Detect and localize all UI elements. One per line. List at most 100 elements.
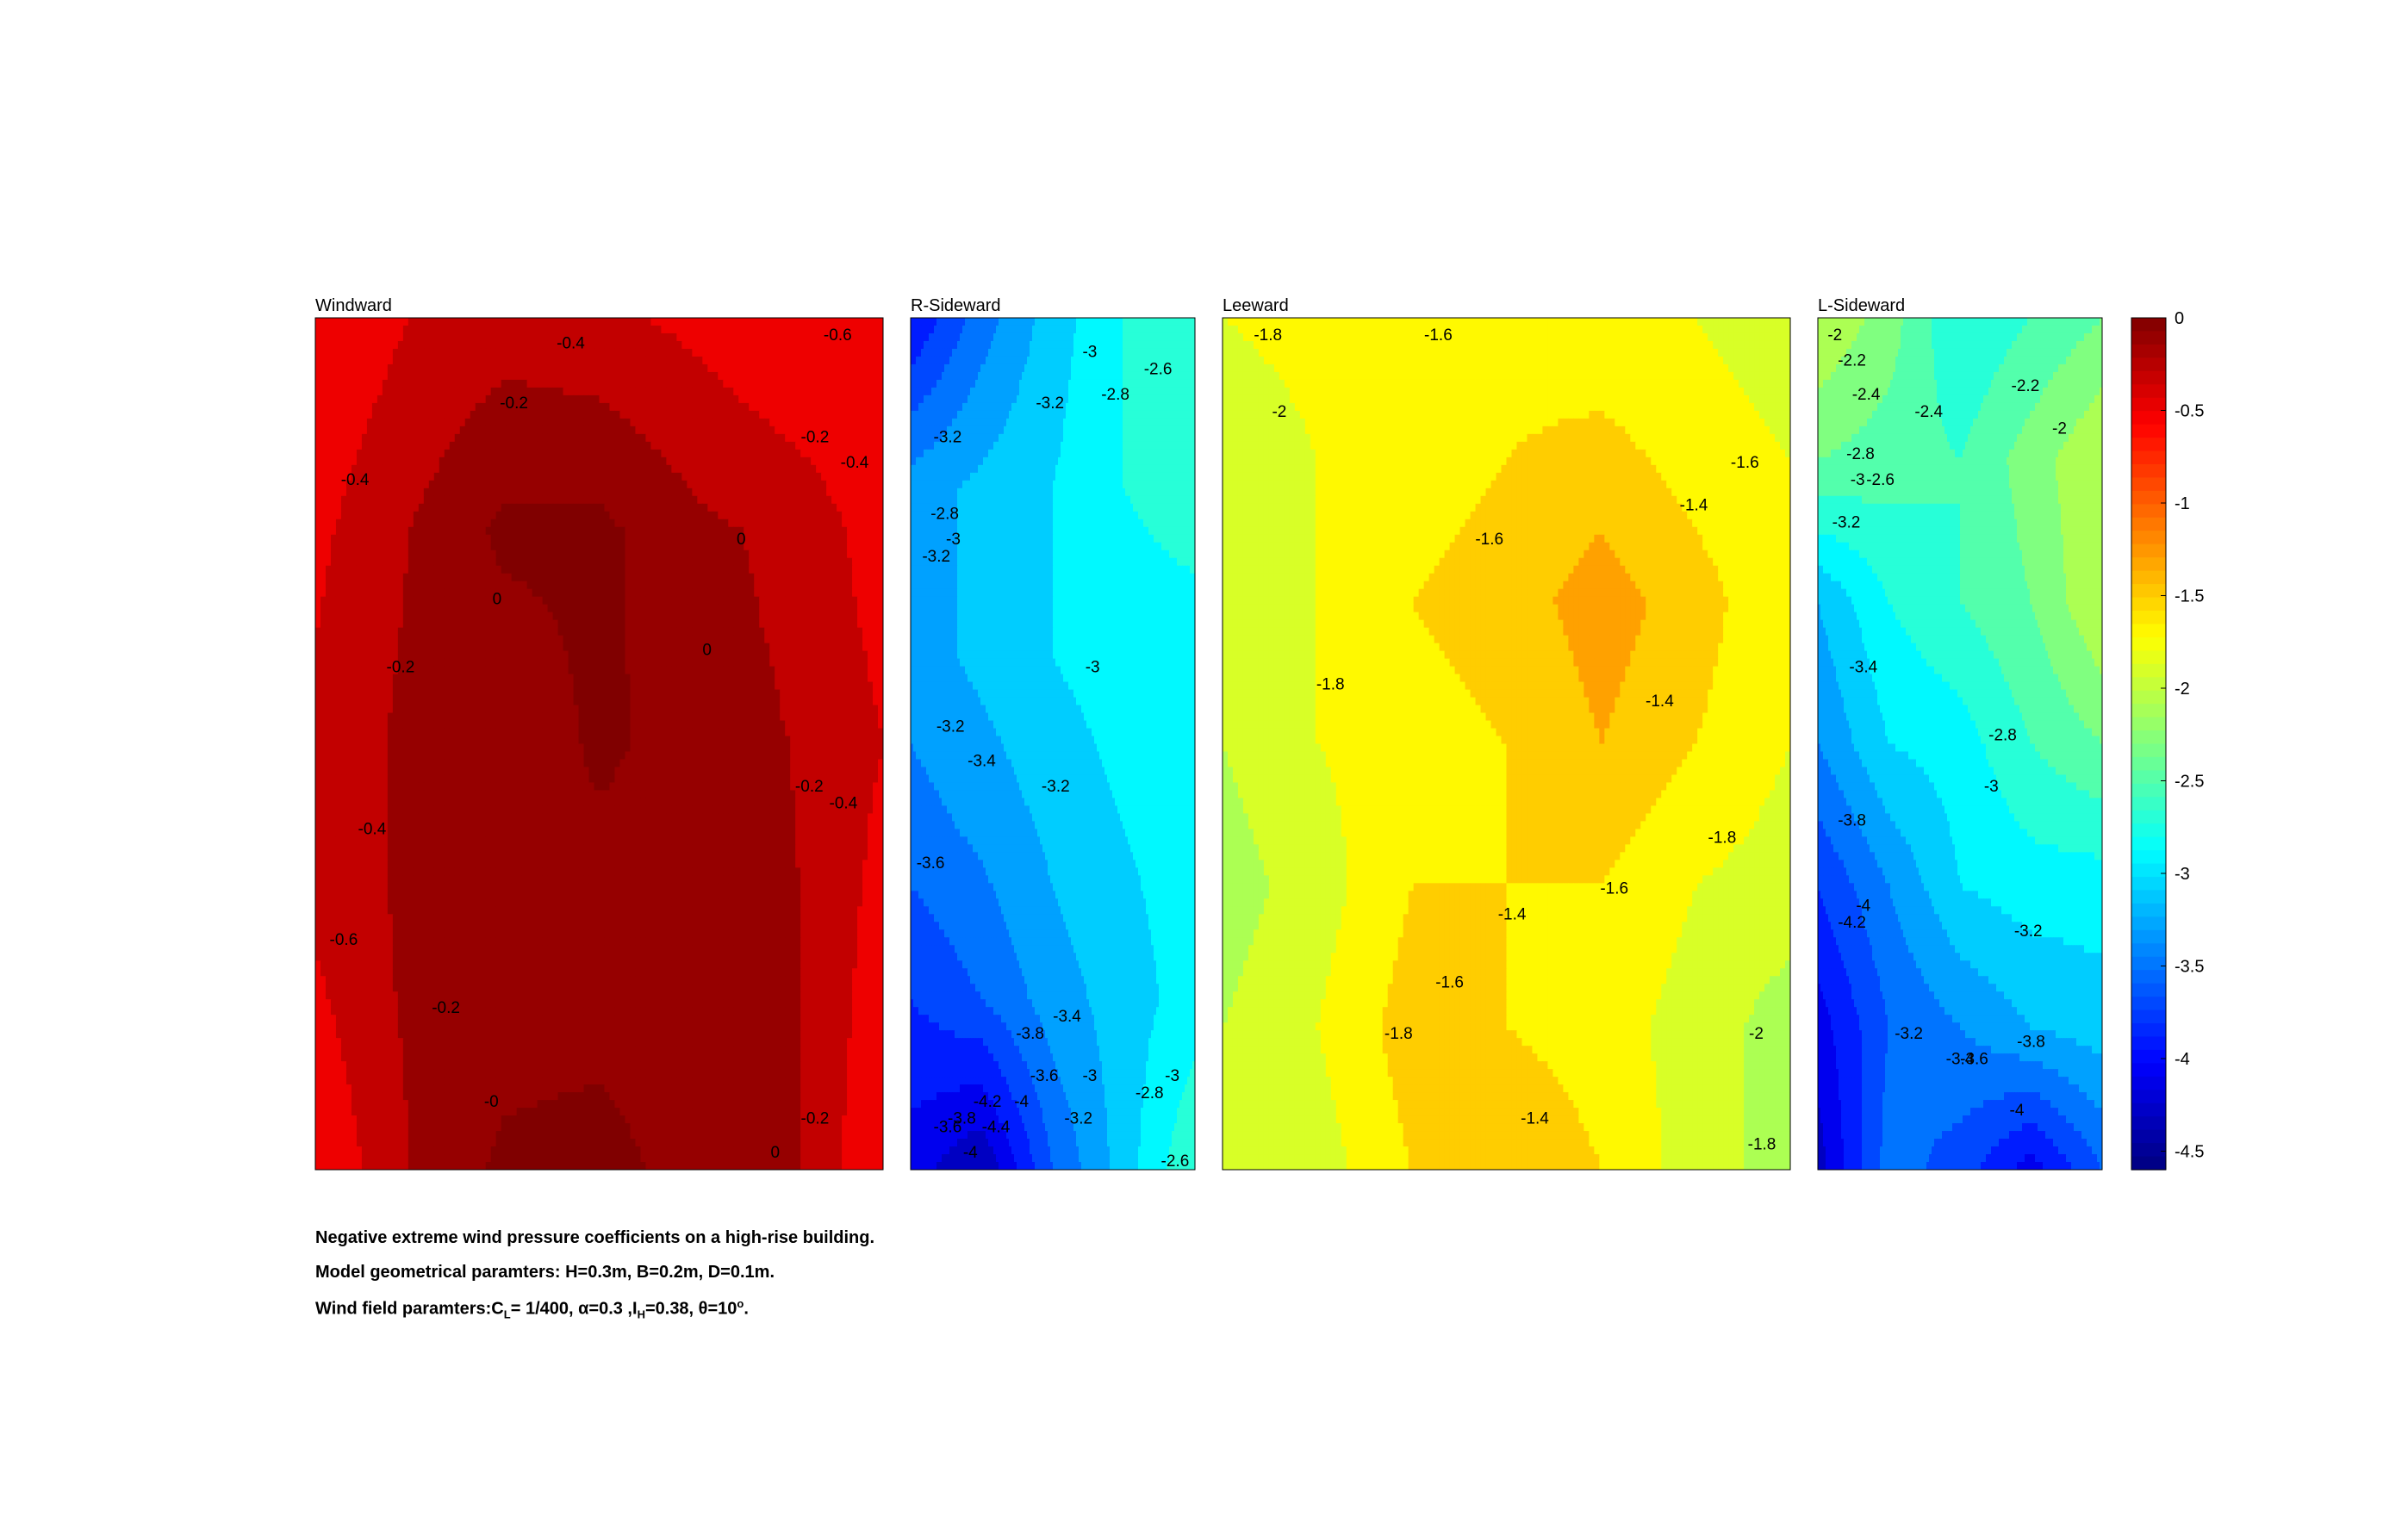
contour-cell [418, 379, 425, 388]
contour-cell [712, 519, 719, 528]
contour-cell [831, 619, 837, 629]
contour-cell [552, 596, 559, 606]
contour-cell [315, 658, 321, 668]
contour-cell [459, 425, 466, 435]
contour-cell [402, 596, 409, 606]
contour-cell [356, 573, 363, 582]
contour-cell [645, 325, 652, 334]
contour-cell [495, 658, 502, 668]
contour-cell [775, 542, 781, 551]
contour-cell [738, 596, 744, 606]
contour-cell [402, 557, 409, 567]
contour-cell [759, 325, 765, 334]
contour-cell [645, 557, 652, 567]
contour-cell [439, 457, 445, 466]
contour-cell [428, 511, 435, 520]
contour-cell [738, 550, 744, 559]
contour-cell [444, 588, 451, 598]
contour-cell [614, 363, 621, 373]
contour-cell [454, 650, 461, 660]
contour-cell [785, 573, 791, 582]
contour-cell [345, 557, 352, 567]
contour-cell [444, 519, 451, 528]
contour-cell [423, 604, 430, 613]
contour-cell [439, 550, 445, 559]
contour-cell [712, 318, 719, 326]
contour-cell [578, 457, 585, 466]
contour-cell [718, 340, 724, 350]
contour-cell [676, 449, 682, 458]
contour-cell [878, 480, 883, 489]
contour-cell [816, 379, 822, 388]
contour-cell [609, 457, 616, 466]
contour-cell [749, 565, 755, 575]
contour-cell [485, 488, 492, 497]
contour-cell [599, 550, 606, 559]
contour-cell [521, 449, 528, 458]
contour-cell [697, 604, 703, 613]
contour-cell [635, 658, 642, 668]
contour-cell [511, 363, 518, 373]
contour-cell [501, 534, 507, 543]
contour-cell [521, 511, 528, 520]
contour-cell [594, 511, 600, 520]
contour-cell [650, 503, 656, 512]
contour-cell [573, 526, 580, 536]
contour-cell [516, 441, 523, 450]
contour-cell [625, 526, 632, 536]
contour-cell [418, 449, 425, 458]
contour-cell [356, 612, 363, 621]
contour-cell [878, 387, 883, 396]
contour-cell [470, 425, 476, 435]
contour-cell [702, 511, 708, 520]
contour-cell [464, 557, 471, 567]
contour-cell [557, 425, 564, 435]
contour-cell [511, 318, 518, 326]
contour-cell [315, 511, 321, 520]
contour-cell [857, 464, 863, 474]
contour-cell [325, 526, 332, 536]
contour-cell [392, 464, 399, 474]
contour-cell [795, 325, 801, 334]
contour-cell [816, 596, 822, 606]
contour-cell [687, 441, 693, 450]
contour-cell [625, 635, 632, 644]
contour-cell [702, 550, 708, 559]
contour-cell [697, 511, 703, 520]
contour-cell [702, 643, 708, 652]
contour-cell [785, 612, 791, 621]
contour-cell [868, 464, 874, 474]
contour-cell [806, 410, 812, 419]
contour-cell [444, 472, 451, 481]
contour-cell [687, 348, 693, 357]
contour-cell [506, 643, 513, 652]
contour-cell [495, 550, 502, 559]
contour-cell [769, 604, 775, 613]
contour-cell [749, 425, 755, 435]
contour-cell [345, 363, 352, 373]
contour-cell [702, 635, 708, 644]
contour-cell [433, 557, 440, 567]
contour-cell [578, 511, 585, 520]
contour-cell [702, 650, 708, 660]
contour-cell [754, 472, 760, 481]
contour-cell [485, 604, 492, 613]
contour-cell [470, 596, 476, 606]
contour-cell [599, 612, 606, 621]
contour-cell [428, 325, 435, 334]
contour-cell [433, 588, 440, 598]
contour-cell [428, 348, 435, 357]
contour-cell [862, 348, 868, 357]
contour-cell [526, 472, 533, 481]
contour-cell [733, 472, 739, 481]
contour-cell [749, 519, 755, 528]
contour-cell [728, 387, 734, 396]
contour-cell [583, 581, 590, 590]
contour-cell [707, 425, 713, 435]
contour-cell [681, 441, 688, 450]
contour-cell [568, 519, 575, 528]
contour-cell [449, 658, 456, 668]
contour-cell [873, 387, 879, 396]
contour-cell [873, 643, 879, 652]
contour-cell [609, 340, 616, 350]
